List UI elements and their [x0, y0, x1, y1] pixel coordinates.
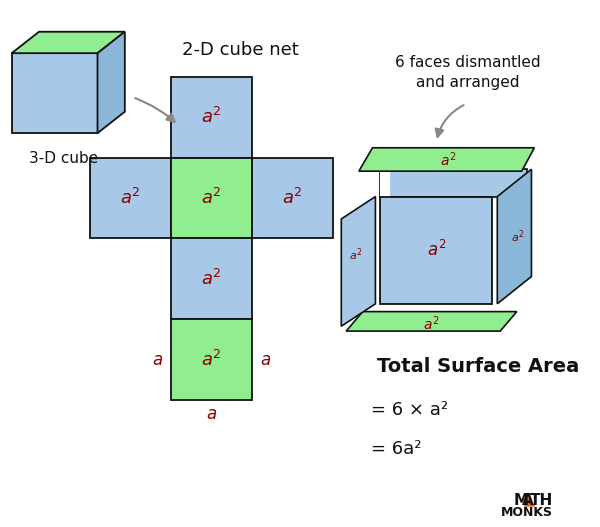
Text: $a^2$: $a^2$ [349, 247, 362, 264]
Text: M: M [514, 493, 529, 508]
Text: $a^2$: $a^2$ [201, 188, 221, 208]
Text: = 6 × a²: = 6 × a² [371, 401, 448, 419]
Text: $a^2$: $a^2$ [201, 350, 221, 370]
Text: 2-D cube net: 2-D cube net [182, 41, 299, 59]
Bar [90, 158, 170, 238]
Text: $a^2$: $a^2$ [424, 314, 440, 333]
Text: $a^2$: $a^2$ [511, 228, 524, 245]
Text: a: a [206, 405, 216, 423]
Bar [380, 197, 493, 304]
Polygon shape [12, 32, 125, 53]
Text: $a^2$: $a^2$ [201, 269, 221, 289]
Text: TH: TH [529, 493, 553, 508]
Text: $a^2$: $a^2$ [427, 240, 446, 260]
Bar [12, 53, 98, 133]
Text: Total Surface Area: Total Surface Area [377, 357, 579, 376]
Bar [170, 319, 251, 401]
Polygon shape [341, 197, 376, 326]
Text: a: a [152, 351, 162, 369]
Bar [380, 169, 390, 197]
Polygon shape [524, 497, 535, 506]
Text: $a^2$: $a^2$ [201, 107, 221, 127]
Polygon shape [98, 32, 125, 133]
Text: 3-D cube: 3-D cube [29, 151, 98, 165]
Text: 6 faces dismantled
and arranged: 6 faces dismantled and arranged [395, 55, 541, 90]
Bar [170, 76, 251, 158]
Text: $a^2$: $a^2$ [440, 150, 456, 169]
Text: A: A [521, 493, 533, 508]
Text: = 6a²: = 6a² [371, 441, 421, 458]
Text: MONKS: MONKS [500, 506, 553, 519]
Text: a: a [260, 351, 271, 369]
Text: $a^2$: $a^2$ [282, 188, 302, 208]
Bar [251, 158, 332, 238]
Polygon shape [346, 311, 517, 331]
Polygon shape [359, 148, 535, 171]
Bar [170, 238, 251, 319]
Bar [170, 158, 251, 238]
Text: $a^2$: $a^2$ [120, 188, 140, 208]
Polygon shape [497, 169, 532, 304]
Polygon shape [380, 169, 527, 197]
